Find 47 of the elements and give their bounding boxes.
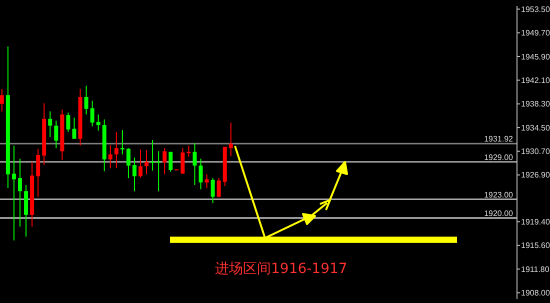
- ref-line-label: 1920.00: [484, 208, 514, 218]
- candlestick: [192, 142, 197, 186]
- y-tick-label: 1926.90: [521, 170, 550, 180]
- y-tick-label: 1942.10: [521, 76, 550, 85]
- candlestick: [48, 110, 52, 138]
- ref-line-label: 1929.00: [484, 152, 514, 162]
- y-tick-label: 1915.60: [521, 241, 550, 250]
- candlestick: [108, 144, 112, 169]
- candlestick: [66, 112, 70, 132]
- candlestick: [204, 174, 209, 189]
- candlestick: [216, 178, 221, 198]
- y-tick-label: 1934.50: [521, 123, 550, 132]
- y-tick-label: 1908.00: [521, 288, 550, 298]
- candlestick: [126, 148, 130, 179]
- candlestick: [162, 148, 167, 175]
- candlestick: [18, 158, 22, 228]
- candlestick: [90, 100, 94, 127]
- candlestick: [150, 140, 155, 172]
- candlestick: [156, 150, 161, 192]
- candlestick: [144, 150, 149, 175]
- candlestick: [0, 88, 4, 112]
- annotation: 进场区间1916-1917: [215, 261, 348, 277]
- y-tick-label: 1949.70: [521, 28, 550, 38]
- candlestick: [228, 122, 233, 157]
- y-tick-label: 1919.40: [521, 218, 550, 226]
- y-tick-label: 1911.80: [521, 264, 550, 274]
- y-tick-label: 1938.30: [521, 100, 550, 109]
- candlestick: [120, 130, 124, 155]
- candlestick: [12, 145, 16, 241]
- y-tick-label: 1953.50: [521, 4, 550, 14]
- candlestick: [132, 156, 136, 192]
- ref-line-label: 1931.92: [484, 134, 514, 144]
- candlestick: [180, 148, 185, 174]
- candlestick: [114, 131, 118, 169]
- y-tick-label: 1945.90: [521, 52, 550, 62]
- candlestick: [54, 120, 58, 149]
- ref-line-label: 1923.00: [484, 190, 514, 200]
- candlestick: [138, 148, 143, 178]
- candlestick: [210, 178, 215, 204]
- candlestick: [36, 148, 40, 198]
- candlestick: [198, 158, 203, 190]
- candlestick: [168, 151, 173, 172]
- candlestick: [84, 85, 88, 115]
- candlestick: [72, 117, 76, 140]
- candlestick: [24, 184, 28, 238]
- candlestick: [96, 114, 100, 132]
- y-tick-label: 1930.70: [521, 147, 550, 156]
